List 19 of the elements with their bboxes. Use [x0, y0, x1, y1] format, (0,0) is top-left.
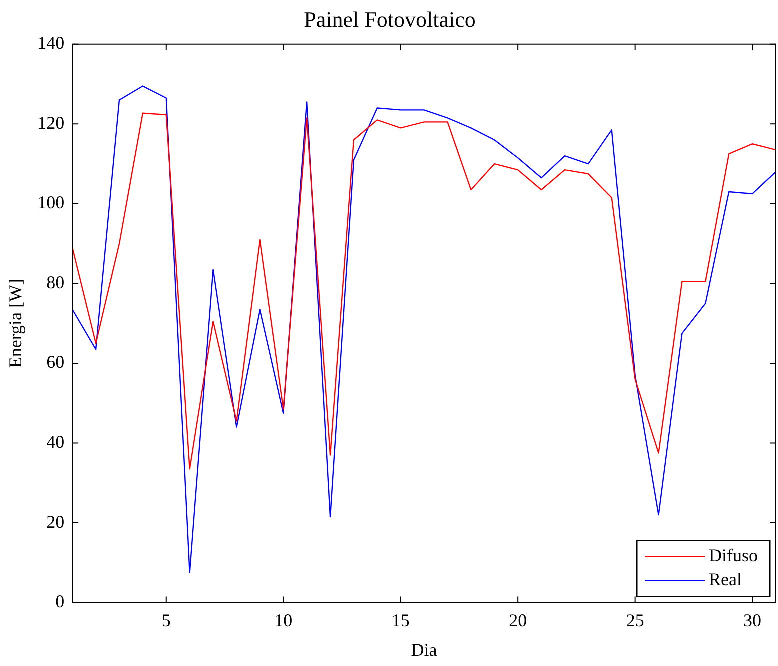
y-tick-label: 60	[46, 352, 65, 372]
x-tick-label: 20	[509, 610, 528, 630]
chart-title: Painel Fotovoltaico	[304, 6, 476, 32]
y-tick-label: 80	[46, 272, 65, 292]
x-axis-title: Dia	[411, 640, 438, 660]
y-axis-title: Energia [W]	[6, 279, 26, 368]
y-tick-label: 0	[56, 592, 65, 612]
y-tick-label: 20	[46, 512, 65, 532]
x-tick-label: 30	[744, 610, 762, 630]
legend-label: Difuso	[709, 546, 758, 566]
y-tick-label: 140	[38, 33, 65, 54]
y-tick-label: 100	[38, 192, 65, 213]
x-tick-label: 25	[626, 610, 644, 630]
y-tick-label: 40	[46, 432, 65, 452]
legend-label: Real	[709, 570, 742, 590]
x-tick-label: 10	[274, 610, 293, 630]
x-tick-label: 15	[392, 610, 410, 630]
y-tick-label: 120	[38, 112, 65, 133]
x-tick-label: 5	[162, 610, 171, 630]
